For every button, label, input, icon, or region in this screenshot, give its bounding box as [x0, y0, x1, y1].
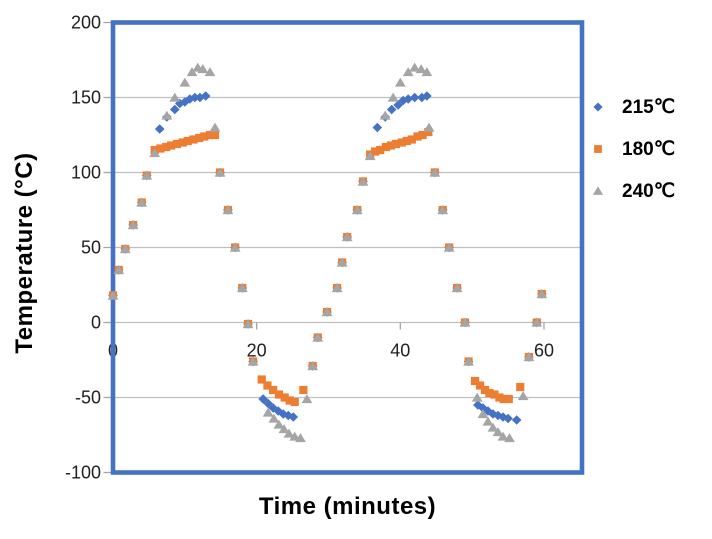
x-axis-tick-labels: 0 20 40 60 — [108, 341, 554, 361]
x-axis-title: Time (minutes) — [258, 493, 437, 520]
legend-diamond-icon — [593, 102, 603, 112]
series-points-180c — [108, 127, 546, 407]
y-tick-label: 200 — [71, 13, 101, 33]
series-points-240c — [107, 62, 548, 443]
y-axis-title: Temperature (°C) — [11, 152, 38, 354]
x-tick-label: 20 — [247, 341, 267, 361]
y-tick-label: 0 — [91, 313, 101, 333]
y-tick-label: -50 — [75, 388, 101, 408]
plot-frame — [110, 20, 585, 475]
y-tick-label: 150 — [71, 88, 101, 108]
y-axis-tick-labels: 200 150 100 50 0 -50 -100 — [65, 13, 101, 483]
legend-label: 215℃ — [622, 96, 676, 118]
legend-item-215c: 215℃ — [590, 86, 675, 128]
legend: 215℃ 180℃ 240℃ — [590, 86, 675, 212]
y-tick-label: 50 — [81, 238, 101, 258]
x-tick-label: 40 — [390, 341, 410, 361]
y-tick-label: 100 — [71, 163, 101, 183]
legend-triangle-icon — [592, 186, 604, 195]
axis-ticks — [103, 21, 545, 474]
legend-label: 180℃ — [622, 138, 676, 160]
legend-item-240c: 240℃ — [590, 170, 675, 212]
legend-label: 240℃ — [622, 180, 676, 202]
gridlines — [113, 21, 582, 474]
y-tick-label: -100 — [65, 463, 101, 483]
legend-square-icon — [594, 145, 602, 153]
legend-item-180c: 180℃ — [590, 128, 675, 170]
x-tick-label: 60 — [534, 341, 554, 361]
